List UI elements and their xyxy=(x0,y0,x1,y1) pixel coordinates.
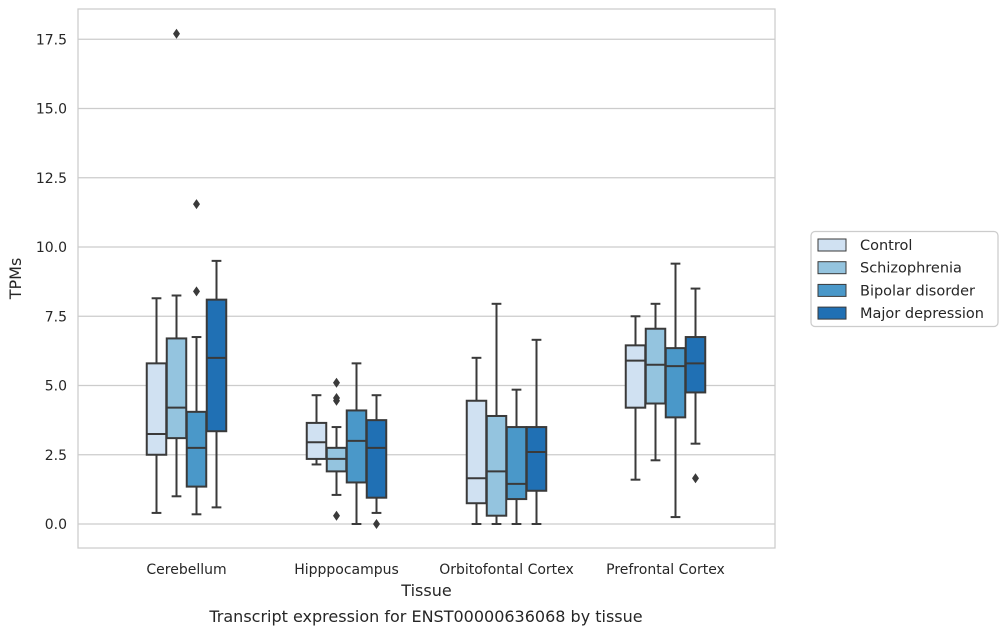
y-axis-label: TPMs xyxy=(6,258,25,301)
outlier-point xyxy=(173,28,180,39)
box-groups xyxy=(145,28,707,529)
box-iqr xyxy=(345,409,368,484)
box-iqr xyxy=(465,399,488,505)
box-iqr xyxy=(365,419,388,499)
legend-swatch xyxy=(817,283,847,297)
box-bipolar-disorder xyxy=(505,388,528,525)
y-tick-label: 12.5 xyxy=(36,171,67,187)
box-iqr xyxy=(624,344,647,409)
legend-label: Schizophrenia xyxy=(860,261,962,277)
outlier-point xyxy=(333,510,340,521)
legend-frame xyxy=(810,230,999,328)
box-control xyxy=(305,394,328,466)
x-tick-label: Cerebellum xyxy=(146,562,226,578)
y-tick-label: 2.5 xyxy=(45,448,67,464)
box-iqr xyxy=(644,327,667,405)
box-iqr xyxy=(664,347,687,419)
x-tick-label: Hipppocampus xyxy=(294,562,399,578)
legend-label: Major depression xyxy=(860,306,984,322)
box-iqr xyxy=(165,337,188,440)
box-iqr xyxy=(485,414,508,517)
y-tick-label: 7.5 xyxy=(45,309,67,325)
box-major-depression xyxy=(365,394,388,529)
legend-label: Control xyxy=(860,238,912,254)
y-tick-label: 10.0 xyxy=(36,240,67,256)
box-iqr xyxy=(185,410,208,488)
box-control xyxy=(145,297,168,514)
legend-swatch xyxy=(817,238,847,252)
box-bipolar-disorder xyxy=(664,262,687,519)
box-major-depression xyxy=(205,259,228,509)
legend-swatch xyxy=(817,306,847,320)
box-iqr xyxy=(525,426,548,492)
legend-swatch xyxy=(817,261,847,275)
outlier-point xyxy=(193,199,200,210)
box-iqr xyxy=(145,362,168,456)
outlier-point xyxy=(692,473,699,484)
x-tick-label: Prefrontal Cortex xyxy=(606,562,725,578)
outlier-point xyxy=(333,377,340,388)
y-tick-label: 17.5 xyxy=(36,32,67,48)
y-axis-ticks: 0.0 2.5 5.0 7.5 10.0 12.5 15.0 17.5 xyxy=(36,32,67,533)
box-bipolar-disorder xyxy=(185,199,208,516)
legend: Control Schizophrenia Bipolar disorder Majo… xyxy=(810,230,999,328)
outlier-point xyxy=(373,519,380,529)
box-iqr xyxy=(684,336,707,394)
legend-label: Bipolar disorder xyxy=(860,283,975,299)
box-schizophrenia xyxy=(644,302,667,462)
y-tick-label: 15.0 xyxy=(36,102,67,118)
box-major-depression xyxy=(684,287,707,484)
plot-frame xyxy=(77,8,776,549)
box-bipolar-disorder xyxy=(345,362,368,525)
outlier-point xyxy=(193,286,200,297)
box-control xyxy=(465,356,488,525)
box-schizophrenia xyxy=(325,377,348,521)
box-iqr xyxy=(205,298,228,433)
box-schizophrenia xyxy=(165,28,188,498)
outlier-point xyxy=(333,392,340,403)
figure-caption: Transcript expression for ENST0000063606… xyxy=(208,607,642,626)
box-major-depression xyxy=(525,338,548,525)
box-control xyxy=(624,315,647,481)
gridlines xyxy=(78,38,775,525)
y-tick-label: 0.0 xyxy=(45,517,67,533)
box-schizophrenia xyxy=(485,302,508,525)
box-iqr xyxy=(505,426,528,501)
x-axis-ticks: Cerebellum Hipppocampus Orbitofontal Corte… xyxy=(146,562,724,578)
x-axis-label: Tissue xyxy=(400,581,451,600)
x-tick-label: Orbitofontal Cortex xyxy=(439,562,574,578)
box-iqr xyxy=(305,421,328,460)
y-tick-label: 5.0 xyxy=(45,379,67,395)
